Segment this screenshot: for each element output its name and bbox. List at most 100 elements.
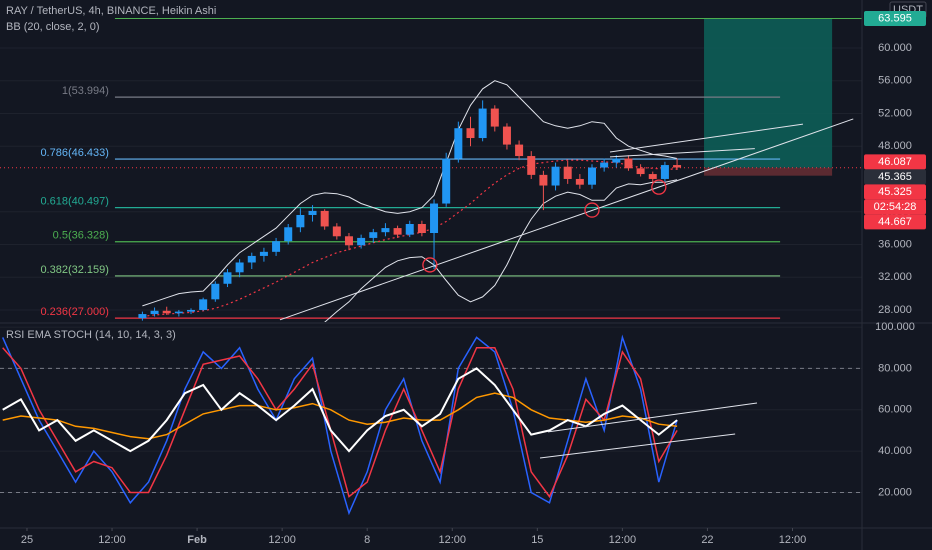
bb-upper [142, 80, 678, 307]
marker-circle [651, 179, 667, 195]
candle-body [235, 262, 244, 273]
candle-body [490, 108, 499, 127]
x-tick-label: 25 [21, 534, 33, 546]
x-tick-label: 15 [531, 534, 543, 546]
x-tick-label: 8 [364, 534, 370, 546]
candle-body [357, 237, 366, 246]
candle-body [575, 178, 584, 185]
candle-body [162, 310, 171, 314]
y-tick-label: 60.000 [878, 404, 912, 416]
candle-body [648, 174, 657, 179]
oscillator-line [2, 346, 678, 499]
candle-body [272, 241, 281, 252]
candle-body [284, 227, 293, 242]
candle-body [527, 156, 536, 175]
candle-body [138, 314, 147, 319]
trend-line [609, 148, 755, 158]
x-tick-label: 12:00 [438, 534, 466, 546]
price-badge-label: 02:54:28 [874, 201, 917, 213]
trend-line [609, 123, 804, 153]
candle-body [320, 210, 329, 227]
candle-body [344, 236, 353, 246]
trend-line [279, 118, 854, 321]
price-badge-label: 46.087 [878, 156, 912, 168]
candle-body [466, 128, 475, 139]
candle-body [187, 309, 196, 312]
candle-body [588, 167, 597, 185]
y-tick-label: 20.000 [878, 486, 912, 498]
fib-label: 0.786(46.433) [40, 147, 109, 159]
candle-body [430, 203, 439, 234]
candle-body [199, 299, 208, 310]
candle-body [381, 228, 390, 233]
oscillator-line [2, 392, 678, 440]
candle-body [211, 283, 220, 300]
fib-label: 1(53.994) [62, 85, 109, 97]
candle-body [515, 144, 524, 157]
position-target [704, 18, 833, 168]
candle-body [502, 126, 511, 145]
candle-body [600, 162, 609, 168]
fib-label: 0.5(36.328) [53, 230, 109, 242]
x-tick-label: 12:00 [609, 534, 637, 546]
fib-label: 0.618(40.497) [40, 196, 109, 208]
y-tick-label: 36.000 [878, 238, 912, 250]
x-tick-label: Feb [187, 534, 207, 546]
candle-body [660, 165, 669, 179]
x-tick-label: 22 [701, 534, 713, 546]
x-tick-label: 12:00 [779, 534, 807, 546]
fib-label: 0.382(32.159) [40, 264, 109, 276]
candle-body [150, 310, 159, 315]
x-tick-label: 12:00 [268, 534, 296, 546]
y-tick-label: 80.000 [878, 362, 912, 374]
chart-title: RAY / TetherUS, 4h, BINANCE, Heikin Ashi [6, 5, 216, 17]
price-badge [864, 184, 926, 200]
candle-body [551, 166, 560, 186]
price-badge-label: 63.595 [878, 12, 912, 24]
y-tick-label: 32.000 [878, 271, 912, 283]
candle-body [454, 128, 463, 159]
candle-body [405, 224, 414, 235]
y-tick-label: 48.000 [878, 140, 912, 152]
candle-body [296, 214, 305, 228]
price-badge [864, 214, 926, 230]
y-tick-label: 52.000 [878, 107, 912, 119]
oscillator-pane [0, 326, 862, 516]
trend-line [547, 402, 758, 433]
y-tick-label: 100.000 [875, 321, 915, 333]
trend-line [539, 433, 736, 459]
candle-body [478, 108, 487, 139]
fib-label: 0.236(27.000) [40, 306, 109, 318]
candle-body [417, 224, 426, 234]
x-tick-label: 12:00 [98, 534, 126, 546]
marker-circle [584, 202, 600, 218]
y-tick-label: 56.000 [878, 75, 912, 87]
y-tick-label: 40.000 [878, 445, 912, 457]
bb-basis [142, 159, 678, 318]
y-tick-label: 60.000 [878, 42, 912, 54]
candle-body [247, 255, 256, 263]
candle-body [624, 158, 633, 169]
price-pane: 1(53.994) 0.786(46.433) 0.618(40.497) 0.5(3… [0, 18, 862, 322]
price-badge [864, 199, 926, 215]
candle-body [393, 228, 402, 235]
bb-lower [324, 179, 678, 322]
candle-body [636, 168, 645, 175]
price-badge [864, 154, 926, 170]
candle-body [369, 232, 378, 238]
candle-body [442, 158, 451, 204]
candle-body [332, 226, 341, 237]
y-tick-label: 28.000 [878, 304, 912, 316]
candle-body [563, 166, 572, 179]
price-badge-label: 45.365 [878, 171, 912, 183]
position-stop [704, 167, 833, 176]
price-badge [864, 11, 926, 27]
candle-body [539, 174, 548, 186]
marker-circle [422, 257, 438, 273]
oscillator-title: RSI EMA STOCH (14, 10, 14, 3, 3) [6, 329, 176, 341]
candle-body [612, 158, 621, 163]
price-badge-label: 45.325 [878, 186, 912, 198]
candle-body [174, 311, 183, 314]
